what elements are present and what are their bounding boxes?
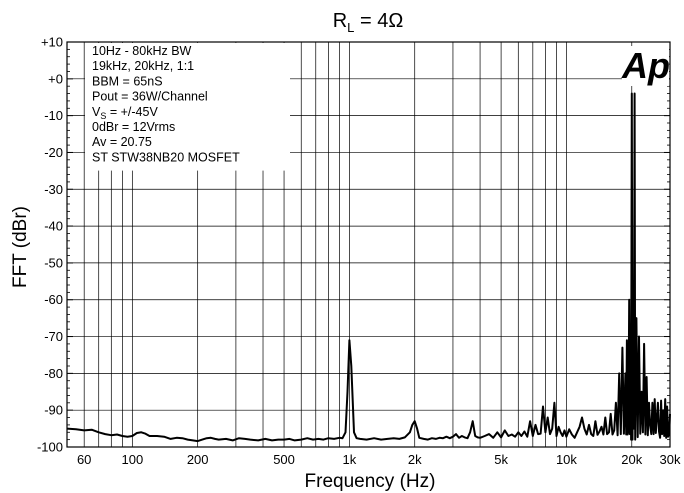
x-tick-label: 5k	[494, 452, 508, 467]
trace-layer	[66, 92, 671, 443]
x-tick-label: 60	[77, 452, 91, 467]
y-tick-label: -80	[44, 366, 63, 381]
x-tick-label: 10k	[556, 452, 577, 467]
logo-background	[622, 46, 669, 86]
annotation-vs: VS = +/-45V	[92, 105, 158, 121]
y-tick-label: -20	[44, 145, 63, 160]
y-tick-label: -40	[44, 219, 63, 234]
y-tick-label: -50	[44, 255, 63, 270]
annotation-odbr: 0dBr = 12Vrms	[92, 120, 175, 134]
fft-trace	[66, 92, 671, 443]
x-axis-ticks: 60 100 200 500 1k 2k 5k 10k 20k 30k	[77, 452, 681, 467]
y-tick-label: -60	[44, 292, 63, 307]
x-tick-label: 2k	[408, 452, 422, 467]
y-tick-label: -70	[44, 329, 63, 344]
annotation-mosfet: ST STW38NB20 MOSFET	[92, 150, 240, 164]
annotation-background	[85, 43, 290, 171]
x-tick-label: 500	[273, 452, 295, 467]
annotation-bw: 10Hz - 80kHz BW	[92, 44, 192, 58]
ap-logo: Ap	[621, 45, 670, 86]
x-tick-label: 20k	[621, 452, 642, 467]
x-tick-label: 200	[187, 452, 209, 467]
plot-frame	[66, 41, 671, 448]
annotation-bbm: BBM = 65nS	[92, 74, 163, 88]
x-axis-title: Frequency (Hz)	[305, 471, 436, 492]
annotation-pout: Pout = 36W/Channel	[92, 90, 208, 104]
y-tick-label: -10	[44, 108, 63, 123]
y-tick-label: -90	[44, 403, 63, 418]
x-tick-label: 1k	[343, 452, 357, 467]
annotation-freqs: 19kHz, 20kHz, 1:1	[92, 59, 194, 73]
y-tick-label: +10	[41, 35, 63, 50]
x-tick-label: 30k	[660, 452, 681, 467]
y-tick-label: -30	[44, 182, 63, 197]
chart-title: RL = 4Ω	[333, 10, 404, 35]
y-tick-label: -100	[37, 440, 63, 455]
y-tick-label: +0	[48, 71, 63, 86]
y-axis-ticks: +10 +0 -10 -20 -30 -40 -50 -60 -70 -80 -90 -100	[37, 35, 670, 455]
y-axis-title: FFT (dBr)	[10, 206, 31, 288]
x-tick-label: 100	[121, 452, 143, 467]
annotation-av: Av = 20.75	[92, 135, 152, 149]
